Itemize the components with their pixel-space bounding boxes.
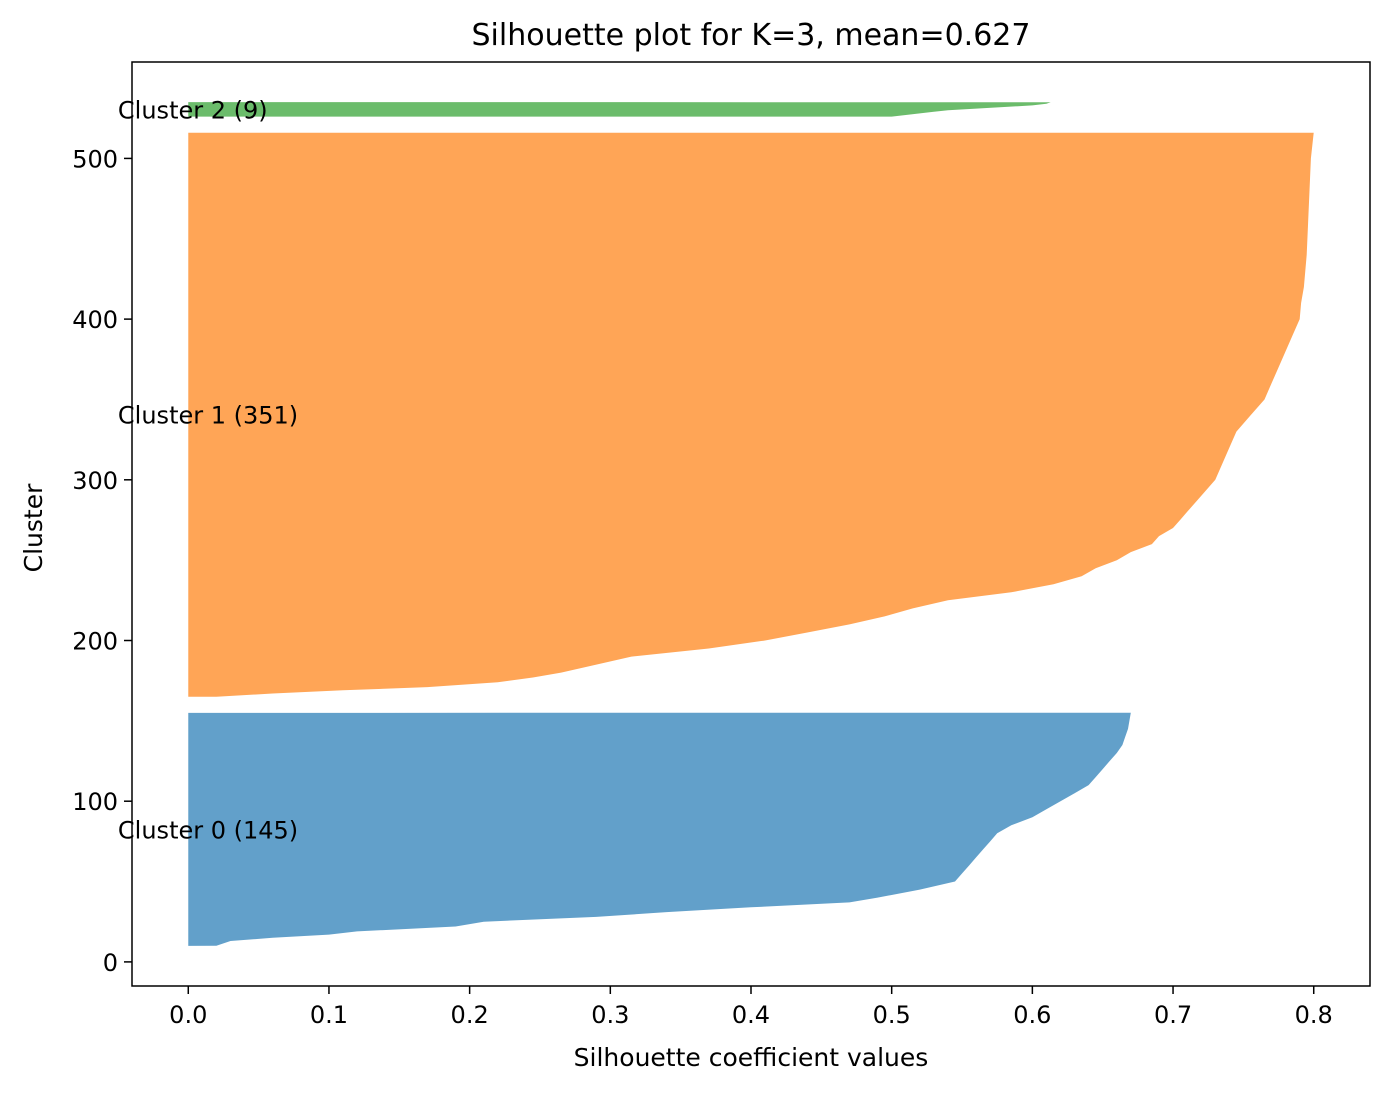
cluster-0-label: Cluster 0 (145) <box>118 816 298 844</box>
x-tick-label: 0.3 <box>591 1001 629 1029</box>
x-tick-label: 0.0 <box>169 1001 207 1029</box>
y-tick-label: 200 <box>72 628 118 656</box>
y-axis-label: Cluster <box>19 483 48 572</box>
x-tick-label: 0.2 <box>451 1001 489 1029</box>
x-tick-label: 0.7 <box>1154 1001 1192 1029</box>
cluster-labels: Cluster 0 (145) Cluster 1 (351) Cluster 2 … <box>118 96 298 844</box>
x-tick-label: 0.5 <box>873 1001 911 1029</box>
y-tick-label: 100 <box>72 788 118 816</box>
x-tick-label: 0.8 <box>1295 1001 1333 1029</box>
x-axis-label: Silhouette coefficient values <box>574 1043 929 1072</box>
x-tick-label: 0.1 <box>310 1001 348 1029</box>
cluster-2-silhouette-area <box>188 102 1051 117</box>
x-tick-label: 0.6 <box>1013 1001 1051 1029</box>
y-axis-ticks: 0 100 200 300 400 500 <box>72 145 132 977</box>
cluster-0-silhouette-area <box>188 712 1131 946</box>
x-axis-ticks: 0.0 0.1 0.2 0.3 0.4 0.5 0.6 0.7 0.8 <box>169 986 1333 1029</box>
chart-title: Silhouette plot for K=3, mean=0.627 <box>472 18 1031 53</box>
cluster-1-label: Cluster 1 (351) <box>118 402 298 430</box>
y-tick-label: 300 <box>72 467 118 495</box>
y-tick-label: 400 <box>72 306 118 334</box>
cluster-areas <box>188 102 1314 946</box>
plot-frame <box>131 61 1371 987</box>
x-tick-label: 0.4 <box>732 1001 770 1029</box>
y-tick-label: 0 <box>103 949 118 977</box>
cluster-1-silhouette-area <box>188 132 1314 697</box>
cluster-2-label: Cluster 2 (9) <box>118 96 268 124</box>
y-tick-label: 500 <box>72 145 118 173</box>
